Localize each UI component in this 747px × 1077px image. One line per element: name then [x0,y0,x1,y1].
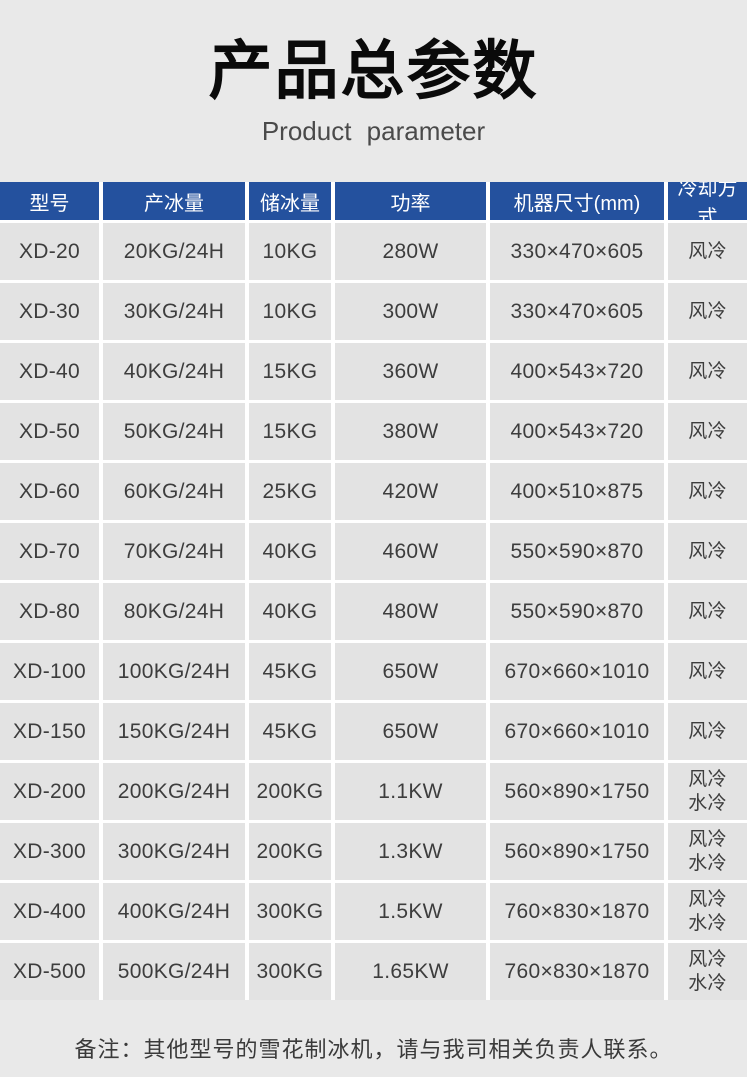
table-cell: 15KG [249,403,331,460]
table-cell: 25KG [249,463,331,520]
header-cell: 储冰量 [249,182,331,220]
table-cell: 风冷 [668,283,747,340]
page-subtitle: Product parameter [261,116,486,146]
table-cell: 150KG/24H [103,703,245,760]
title-block: 产品总参数 Product parameter [0,0,747,148]
header-cell: 机器尺寸(mm) [490,182,664,220]
table-cell: 10KG [249,283,331,340]
model-cell: XD-150 [0,703,99,760]
table-cell: 风冷 [668,403,747,460]
header-cell: 冷却方式 [668,182,747,220]
model-cell: XD-70 [0,523,99,580]
table-cell: 360W [335,343,486,400]
table-cell: 45KG [249,643,331,700]
table-cell: 560×890×1750 [490,763,664,820]
page-title: 产品总参数 [208,35,539,107]
table-cell: 40KG/24H [103,343,245,400]
table-cell: 480W [335,583,486,640]
table-cell: 15KG [249,343,331,400]
table-cell: 300KG [249,943,331,1000]
table-cell: 760×830×1870 [490,943,664,1000]
table-cell: 280W [335,223,486,280]
table-cell: 1.5KW [335,883,486,940]
table-cell: 200KG [249,823,331,880]
table-cell: 风冷 水冷 [668,883,747,940]
table-cell: 300KG [249,883,331,940]
table-cell: 330×470×605 [490,223,664,280]
table-cell: 30KG/24H [103,283,245,340]
table-cell: 400×543×720 [490,343,664,400]
table-cell: 风冷 [668,343,747,400]
table-cell: 风冷 [668,223,747,280]
table-cell: 风冷 [668,523,747,580]
model-cell: XD-80 [0,583,99,640]
table-cell: 670×660×1010 [490,643,664,700]
table-cell: 650W [335,703,486,760]
header-cell: 功率 [335,182,486,220]
table-cell: 60KG/24H [103,463,245,520]
table-cell: 1.65KW [335,943,486,1000]
table-cell: 760×830×1870 [490,883,664,940]
table-cell: 1.1KW [335,763,486,820]
table-cell: 400×510×875 [490,463,664,520]
table-cell: 550×590×870 [490,583,664,640]
table-cell: 400×543×720 [490,403,664,460]
table-cell: 420W [335,463,486,520]
table-cell: 460W [335,523,486,580]
table-cell: 80KG/24H [103,583,245,640]
table-cell: 650W [335,643,486,700]
table-cell: 风冷 水冷 [668,823,747,880]
table-cell: 550×590×870 [490,523,664,580]
table-cell: 330×470×605 [490,283,664,340]
table-cell: 风冷 [668,583,747,640]
model-cell: XD-200 [0,763,99,820]
model-cell: XD-300 [0,823,99,880]
model-cell: XD-500 [0,943,99,1000]
product-parameter-table: 型号 产冰量 储冰量 功率 机器尺寸(mm) 冷却方式 XD-20 20KG/24H 10KG 2… [0,182,747,1000]
model-cell: XD-20 [0,223,99,280]
table-cell: 670×660×1010 [490,703,664,760]
table-cell: 200KG [249,763,331,820]
table-cell: 10KG [249,223,331,280]
header-cell: 型号 [0,182,99,220]
table-cell: 70KG/24H [103,523,245,580]
model-cell: XD-30 [0,283,99,340]
table-cell: 20KG/24H [103,223,245,280]
table-cell: 风冷 水冷 [668,943,747,1000]
table-cell: 风冷 水冷 [668,763,747,820]
table-cell: 1.3KW [335,823,486,880]
table-cell: 100KG/24H [103,643,245,700]
model-cell: XD-100 [0,643,99,700]
model-cell: XD-60 [0,463,99,520]
model-cell: XD-50 [0,403,99,460]
table-cell: 500KG/24H [103,943,245,1000]
model-cell: XD-40 [0,343,99,400]
table-cell: 300KG/24H [103,823,245,880]
table-cell: 40KG [249,583,331,640]
header-cell: 产冰量 [103,182,245,220]
table-cell: 40KG [249,523,331,580]
table-cell: 200KG/24H [103,763,245,820]
table-cell: 风冷 [668,643,747,700]
note-text: 备注：其他型号的雪花制冰机，请与我司相关负责人联系。 [74,1037,673,1062]
table-cell: 380W [335,403,486,460]
table-cell: 560×890×1750 [490,823,664,880]
table-cell: 45KG [249,703,331,760]
table-cell: 300W [335,283,486,340]
table-cell: 风冷 [668,463,747,520]
table-cell: 50KG/24H [103,403,245,460]
table-cell: 400KG/24H [103,883,245,940]
model-cell: XD-400 [0,883,99,940]
table-cell: 风冷 [668,703,747,760]
